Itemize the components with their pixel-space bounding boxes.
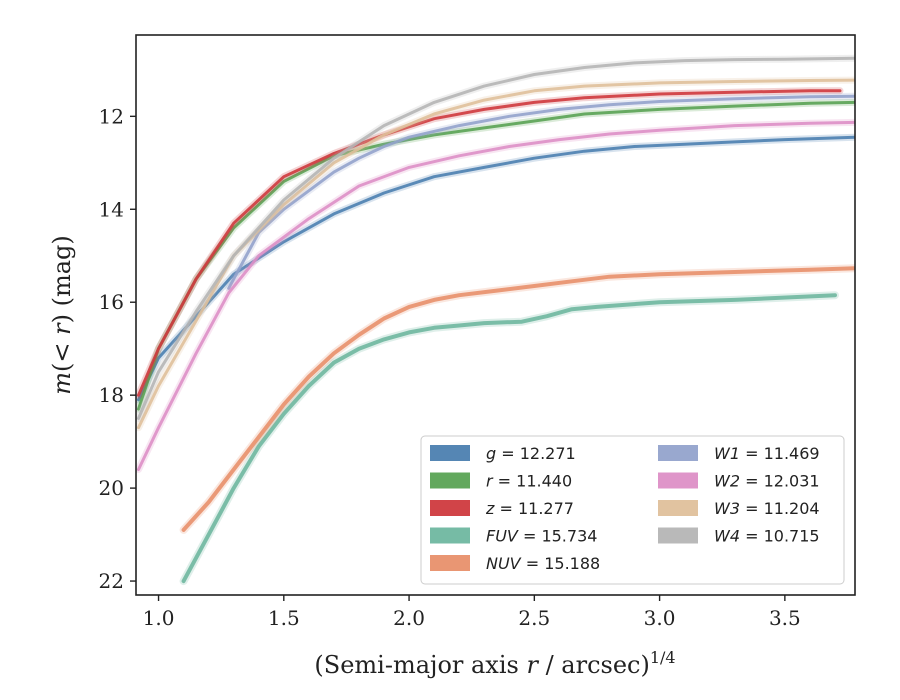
legend-label-fuv: FUV = 15.734 (486, 527, 597, 546)
x-tick-label: 3.5 (769, 606, 801, 630)
y-tick-label: 18 (99, 383, 124, 407)
x-axis-label: (Semi-major axis r / arcsec)1/4 (314, 648, 675, 679)
series-w2-line (137, 120, 855, 471)
legend-swatch-w3 (658, 500, 698, 516)
x-tick-label: 2.0 (393, 606, 425, 630)
series-w4-line (137, 56, 855, 420)
legend-label-r: r = 11.440 (486, 472, 572, 491)
legend-swatch-r (430, 472, 470, 489)
plot-frame (135, 34, 856, 596)
series-z-line (137, 89, 842, 397)
series-fuv-line (181, 293, 837, 584)
legend-swatch-fuv (430, 527, 470, 544)
y-tick-label: 12 (99, 104, 124, 128)
series-nuv-line (181, 266, 855, 532)
series-w1-line (227, 94, 855, 290)
legend-label-z: z = 11.277 (485, 499, 574, 518)
legend-label-w1: W1 = 11.469 (714, 444, 820, 463)
y-axis-label: m(< r) (mag) (48, 235, 76, 395)
legend-label-nuv: NUV = 15.188 (486, 554, 600, 573)
series-g-line (137, 135, 855, 402)
y-tick-label: 16 (99, 290, 124, 314)
legend-swatch-w1 (658, 445, 698, 461)
legend: g = 12.271 r = 11.440 z = 11.277 FUV = 15.7… (420, 435, 845, 585)
legend-swatch-g (430, 445, 470, 461)
legend-label-g: g = 12.271 (486, 444, 576, 463)
legend-swatch-w2 (658, 472, 698, 489)
legend-label-w3: W3 = 11.204 (714, 499, 820, 518)
series-layer (136, 54, 855, 586)
x-tick-label: 1.5 (268, 606, 300, 630)
legend-box (420, 435, 845, 585)
y-tick-label: 14 (99, 197, 124, 221)
legend-swatch-w4 (658, 527, 698, 544)
x-tick-label: 3.0 (644, 606, 676, 630)
x-axis: 1.0 1.5 2.0 2.5 3.0 3.5 (143, 595, 801, 630)
x-tick-label: 1.0 (143, 606, 175, 630)
series-w4-band (136, 54, 855, 422)
series-w3-line (137, 78, 855, 430)
legend-label-w2: W2 = 12.031 (714, 472, 820, 491)
y-axis: 12 14 16 18 20 22 (99, 104, 136, 593)
legend-swatch-nuv (430, 555, 470, 571)
legend-label-w4: W4 = 10.715 (714, 527, 820, 546)
legend-swatch-z (430, 500, 470, 516)
x-tick-label: 2.5 (518, 606, 550, 630)
y-tick-label: 22 (99, 569, 124, 593)
y-tick-label: 20 (99, 476, 124, 500)
